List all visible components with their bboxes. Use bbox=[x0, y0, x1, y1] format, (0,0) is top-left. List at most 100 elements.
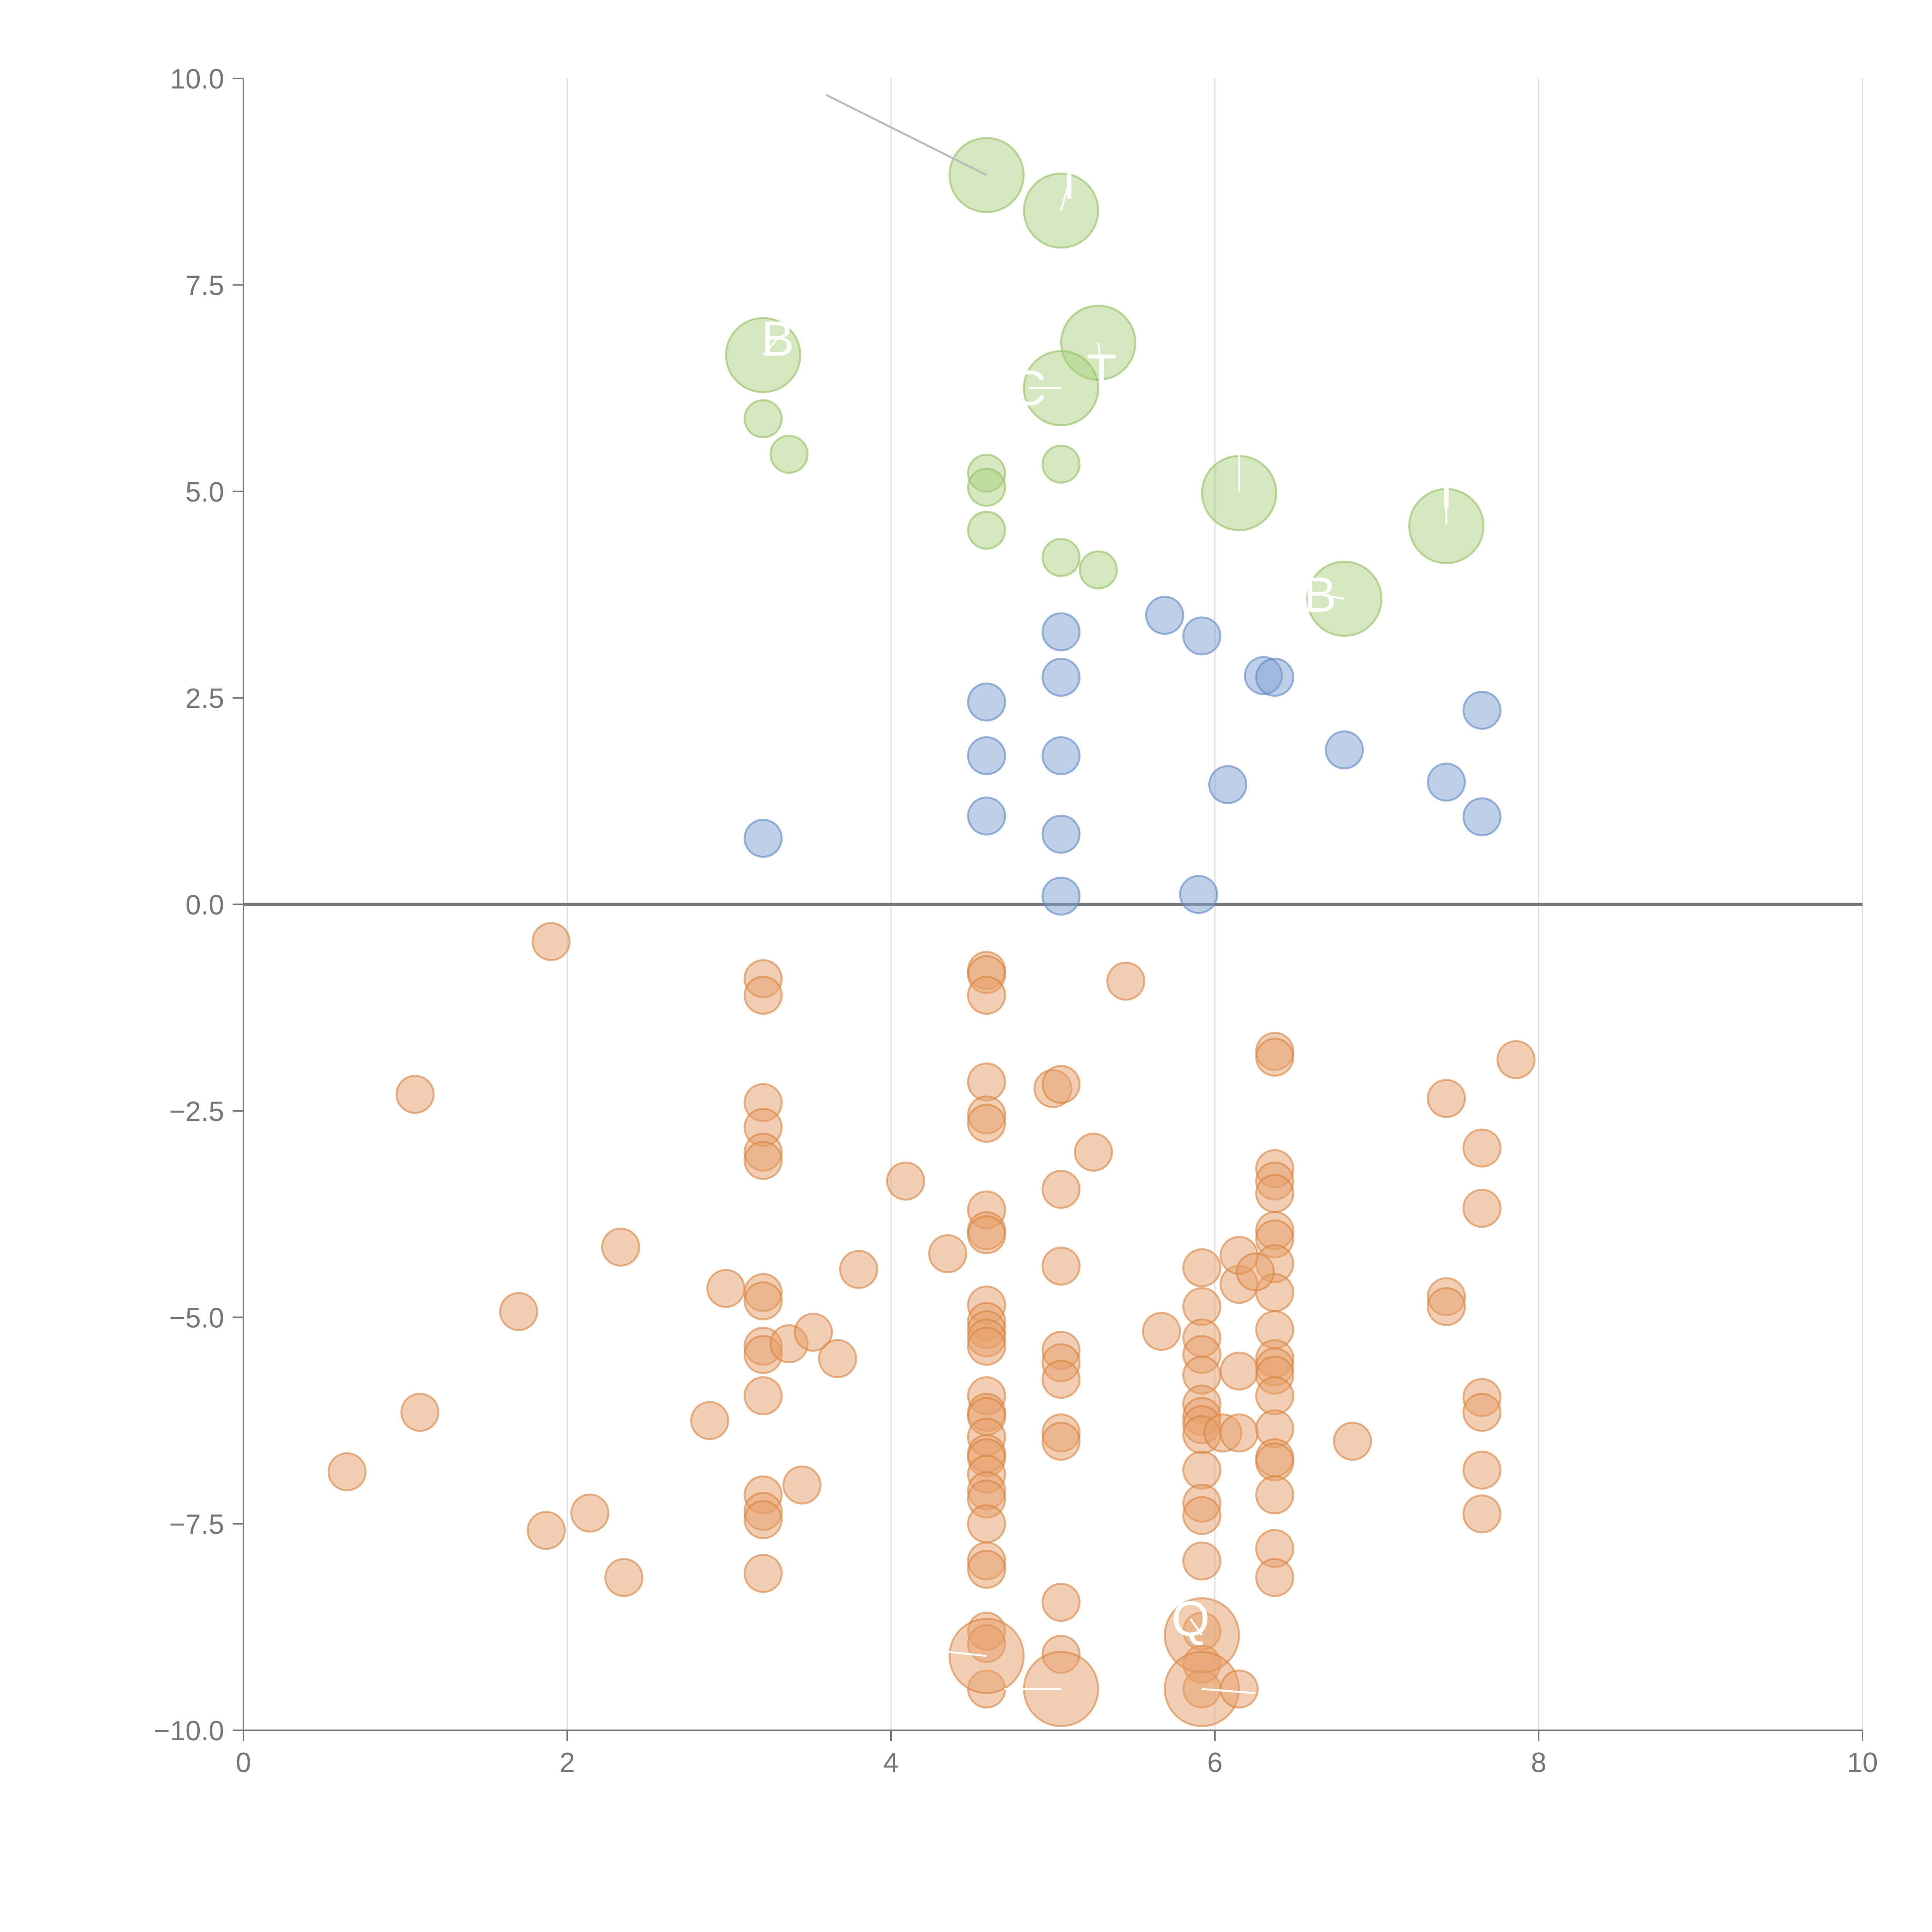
orange-point bbox=[1182, 1248, 1221, 1287]
orange-point bbox=[886, 1162, 925, 1201]
orange-point bbox=[1462, 1189, 1502, 1228]
orange-point bbox=[1219, 1351, 1259, 1391]
orange-point bbox=[967, 1549, 1006, 1589]
x-tick-label: 2 bbox=[560, 1747, 575, 1778]
y-tick-label: −2.5 bbox=[169, 1096, 224, 1127]
annotation-label: Q bbox=[1171, 1591, 1210, 1646]
blue-point bbox=[967, 736, 1006, 776]
blue-point bbox=[967, 796, 1006, 836]
data-points bbox=[327, 137, 1536, 1727]
y-tick-label: −10.0 bbox=[154, 1716, 224, 1747]
blue-point bbox=[1179, 875, 1218, 914]
orange-point bbox=[928, 1234, 968, 1274]
annotation-line bbox=[1097, 342, 1103, 372]
orange-point bbox=[1041, 1583, 1081, 1622]
blue-point bbox=[1462, 797, 1502, 837]
orange-point bbox=[1462, 1128, 1502, 1168]
annotation-line bbox=[1202, 1688, 1255, 1694]
orange-point bbox=[743, 1281, 783, 1320]
orange-point bbox=[395, 1075, 435, 1114]
blue-point bbox=[1462, 690, 1502, 730]
orange-point bbox=[743, 1554, 783, 1593]
orange-point bbox=[1255, 1442, 1294, 1481]
orange-point bbox=[570, 1493, 610, 1533]
orange-point bbox=[1041, 1247, 1081, 1286]
orange-point bbox=[743, 1141, 783, 1180]
orange-point bbox=[967, 976, 1006, 1015]
y-tick-label: −7.5 bbox=[169, 1509, 224, 1540]
orange-point bbox=[1182, 1541, 1221, 1581]
blue-point bbox=[1255, 658, 1294, 697]
annotation-label: B bbox=[1304, 567, 1337, 622]
orange-point bbox=[604, 1558, 644, 1597]
blue-point bbox=[1325, 730, 1364, 770]
blue-point bbox=[1041, 876, 1081, 916]
orange-point bbox=[1219, 1413, 1259, 1452]
orange-point bbox=[1427, 1287, 1466, 1326]
x-tick-label: 4 bbox=[883, 1747, 899, 1778]
y-tick-label: −5.0 bbox=[169, 1303, 224, 1333]
orange-point bbox=[1462, 1451, 1502, 1490]
orange-point bbox=[967, 1215, 1006, 1254]
y-tick-label: 10.0 bbox=[170, 64, 224, 95]
orange-point bbox=[743, 976, 783, 1015]
x-tick-label: 6 bbox=[1207, 1747, 1223, 1778]
orange-point bbox=[1041, 1360, 1081, 1399]
green-point bbox=[967, 510, 1006, 550]
annotation-line bbox=[907, 1646, 987, 1657]
orange-point bbox=[1219, 1669, 1259, 1709]
annotation-line bbox=[1060, 181, 1070, 211]
orange-point bbox=[1255, 1376, 1294, 1415]
orange-point bbox=[1106, 961, 1146, 1001]
orange-point bbox=[531, 922, 571, 961]
annotation-label: C bbox=[1011, 361, 1046, 416]
axes: 0 2 4 6 8 10 −10.0 −7.5 −5.0 −2.5 0.0 2.5 5.0 7.5 10.0 bbox=[154, 64, 1878, 1778]
orange-point bbox=[1462, 1393, 1502, 1432]
orange-point bbox=[967, 1327, 1006, 1366]
orange-point bbox=[1333, 1422, 1372, 1461]
orange-point bbox=[499, 1292, 538, 1331]
orange-point bbox=[690, 1401, 730, 1440]
orange-point bbox=[1427, 1079, 1466, 1118]
orange-point bbox=[743, 1500, 783, 1539]
green-point bbox=[769, 435, 809, 474]
blue-point bbox=[1041, 815, 1081, 854]
annotation-line bbox=[1320, 594, 1345, 600]
orange-point bbox=[1462, 1494, 1502, 1534]
blue-point bbox=[1041, 658, 1081, 697]
orange-point bbox=[1041, 1170, 1081, 1209]
annotation-label: T bbox=[1054, 154, 1084, 209]
green-point bbox=[1078, 550, 1118, 590]
orange-point bbox=[967, 1104, 1006, 1143]
y-tick-label: 2.5 bbox=[185, 683, 224, 714]
green-point bbox=[1041, 538, 1081, 577]
green-point bbox=[967, 468, 1006, 507]
green-point bbox=[1408, 488, 1485, 565]
orange-point bbox=[1255, 1174, 1294, 1213]
orange-point bbox=[818, 1339, 857, 1378]
orange-point bbox=[1041, 1065, 1081, 1104]
orange-point bbox=[706, 1269, 746, 1308]
y-tick-label: 5.0 bbox=[185, 477, 224, 508]
annotation-label: T bbox=[1087, 344, 1117, 400]
y-tick-label: 0.0 bbox=[185, 890, 224, 921]
annotation-label: B bbox=[761, 311, 794, 366]
green-point bbox=[1041, 444, 1081, 484]
blue-point bbox=[967, 682, 1006, 722]
orange-point bbox=[1182, 1451, 1221, 1490]
orange-point bbox=[782, 1465, 822, 1505]
orange-point bbox=[1255, 1558, 1294, 1597]
blue-point bbox=[1041, 736, 1081, 776]
orange-point bbox=[967, 1504, 1006, 1544]
annotation-line bbox=[762, 338, 779, 356]
annotation-label: T bbox=[1431, 464, 1461, 519]
orange-point bbox=[794, 1313, 833, 1352]
blue-point bbox=[743, 819, 783, 858]
orange-point bbox=[527, 1511, 566, 1550]
orange-point bbox=[601, 1228, 640, 1267]
y-tick-label: 7.5 bbox=[185, 270, 224, 301]
blue-point bbox=[1182, 616, 1221, 656]
x-tick-label: 0 bbox=[236, 1747, 251, 1778]
